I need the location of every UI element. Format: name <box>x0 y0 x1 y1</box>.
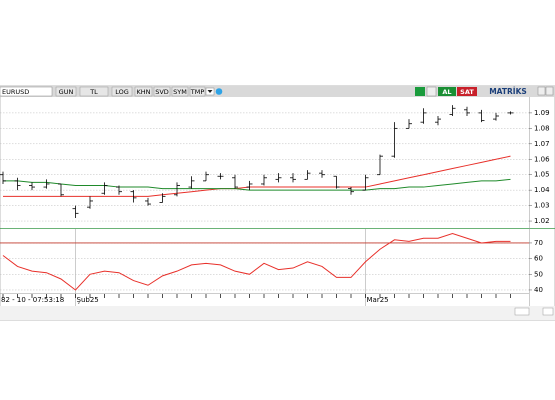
toolbar-button-label: TMP <box>190 88 205 96</box>
toolbar-button[interactable] <box>111 86 133 97</box>
scroll-button[interactable] <box>542 307 554 316</box>
y-tick-label: 1.09 <box>534 109 550 117</box>
app-icon[interactable] <box>415 87 425 96</box>
y-tick-label: 1.08 <box>534 124 550 132</box>
y-tick-label: 1.05 <box>534 171 550 179</box>
y-tick-label: 50 <box>534 270 543 278</box>
symbol-box[interactable] <box>0 86 53 97</box>
toolbar-button-label: SVD <box>155 88 169 96</box>
buy-label: AL <box>442 88 451 96</box>
y-tick-label: 1.02 <box>534 217 550 225</box>
toolbar-button[interactable] <box>153 86 171 97</box>
y-tick-label: 1.07 <box>534 140 550 148</box>
toolbar-button-label: SYM <box>173 88 187 96</box>
toolbar-bg <box>0 86 555 97</box>
y-tick-label: 1.04 <box>534 186 550 194</box>
scroll-strip <box>0 306 555 320</box>
toolbar-button[interactable] <box>79 86 109 97</box>
x-tick-label: Şub25 <box>77 296 99 304</box>
minimize-button[interactable] <box>537 86 546 96</box>
x-tick-label: Mar25 <box>367 296 389 304</box>
y-tick-label: 60 <box>534 255 543 263</box>
moving-average <box>3 178 511 191</box>
sell-button[interactable] <box>457 87 477 96</box>
toolbar-button[interactable] <box>171 86 189 97</box>
toolbar-button-label: GUN <box>59 88 74 96</box>
toolbar-button-label: KHN <box>136 88 150 96</box>
y-tick-label: 1.06 <box>534 155 550 163</box>
y-tick-label: 70 <box>534 239 543 247</box>
brand: MATRİKS <box>489 87 527 96</box>
symbol: EURUSD <box>2 88 29 96</box>
toolbar-button[interactable] <box>134 86 153 97</box>
moving-average <box>3 155 511 197</box>
toolbar-button-label: TL <box>89 88 98 96</box>
dropdown-arrow <box>207 90 213 93</box>
toolbar-button[interactable] <box>189 86 206 97</box>
toolbar-button[interactable] <box>55 86 77 97</box>
twitter-icon[interactable] <box>215 88 223 95</box>
status-text: 82 - 10 - 07:53:18 <box>1 296 64 304</box>
y-tick-label: 40 <box>534 286 543 294</box>
buttons: GUN TL LOG KHN SVD SYM TMP <box>55 86 206 97</box>
indicator-line <box>2 233 511 291</box>
toolbar-button-label: LOG <box>115 88 129 96</box>
scroll-button[interactable] <box>514 307 530 316</box>
buy-button[interactable] <box>438 87 456 96</box>
toolbar: EURUSD GUN TL LOG KHN SVD SYM TMP AL SAT MATRİ… <box>0 86 555 97</box>
maximize-button[interactable] <box>545 86 554 96</box>
refresh-icon[interactable] <box>426 86 437 97</box>
sell-label: SAT <box>460 88 474 96</box>
y-tick-label: 1.03 <box>534 202 550 210</box>
window <box>0 85 555 321</box>
